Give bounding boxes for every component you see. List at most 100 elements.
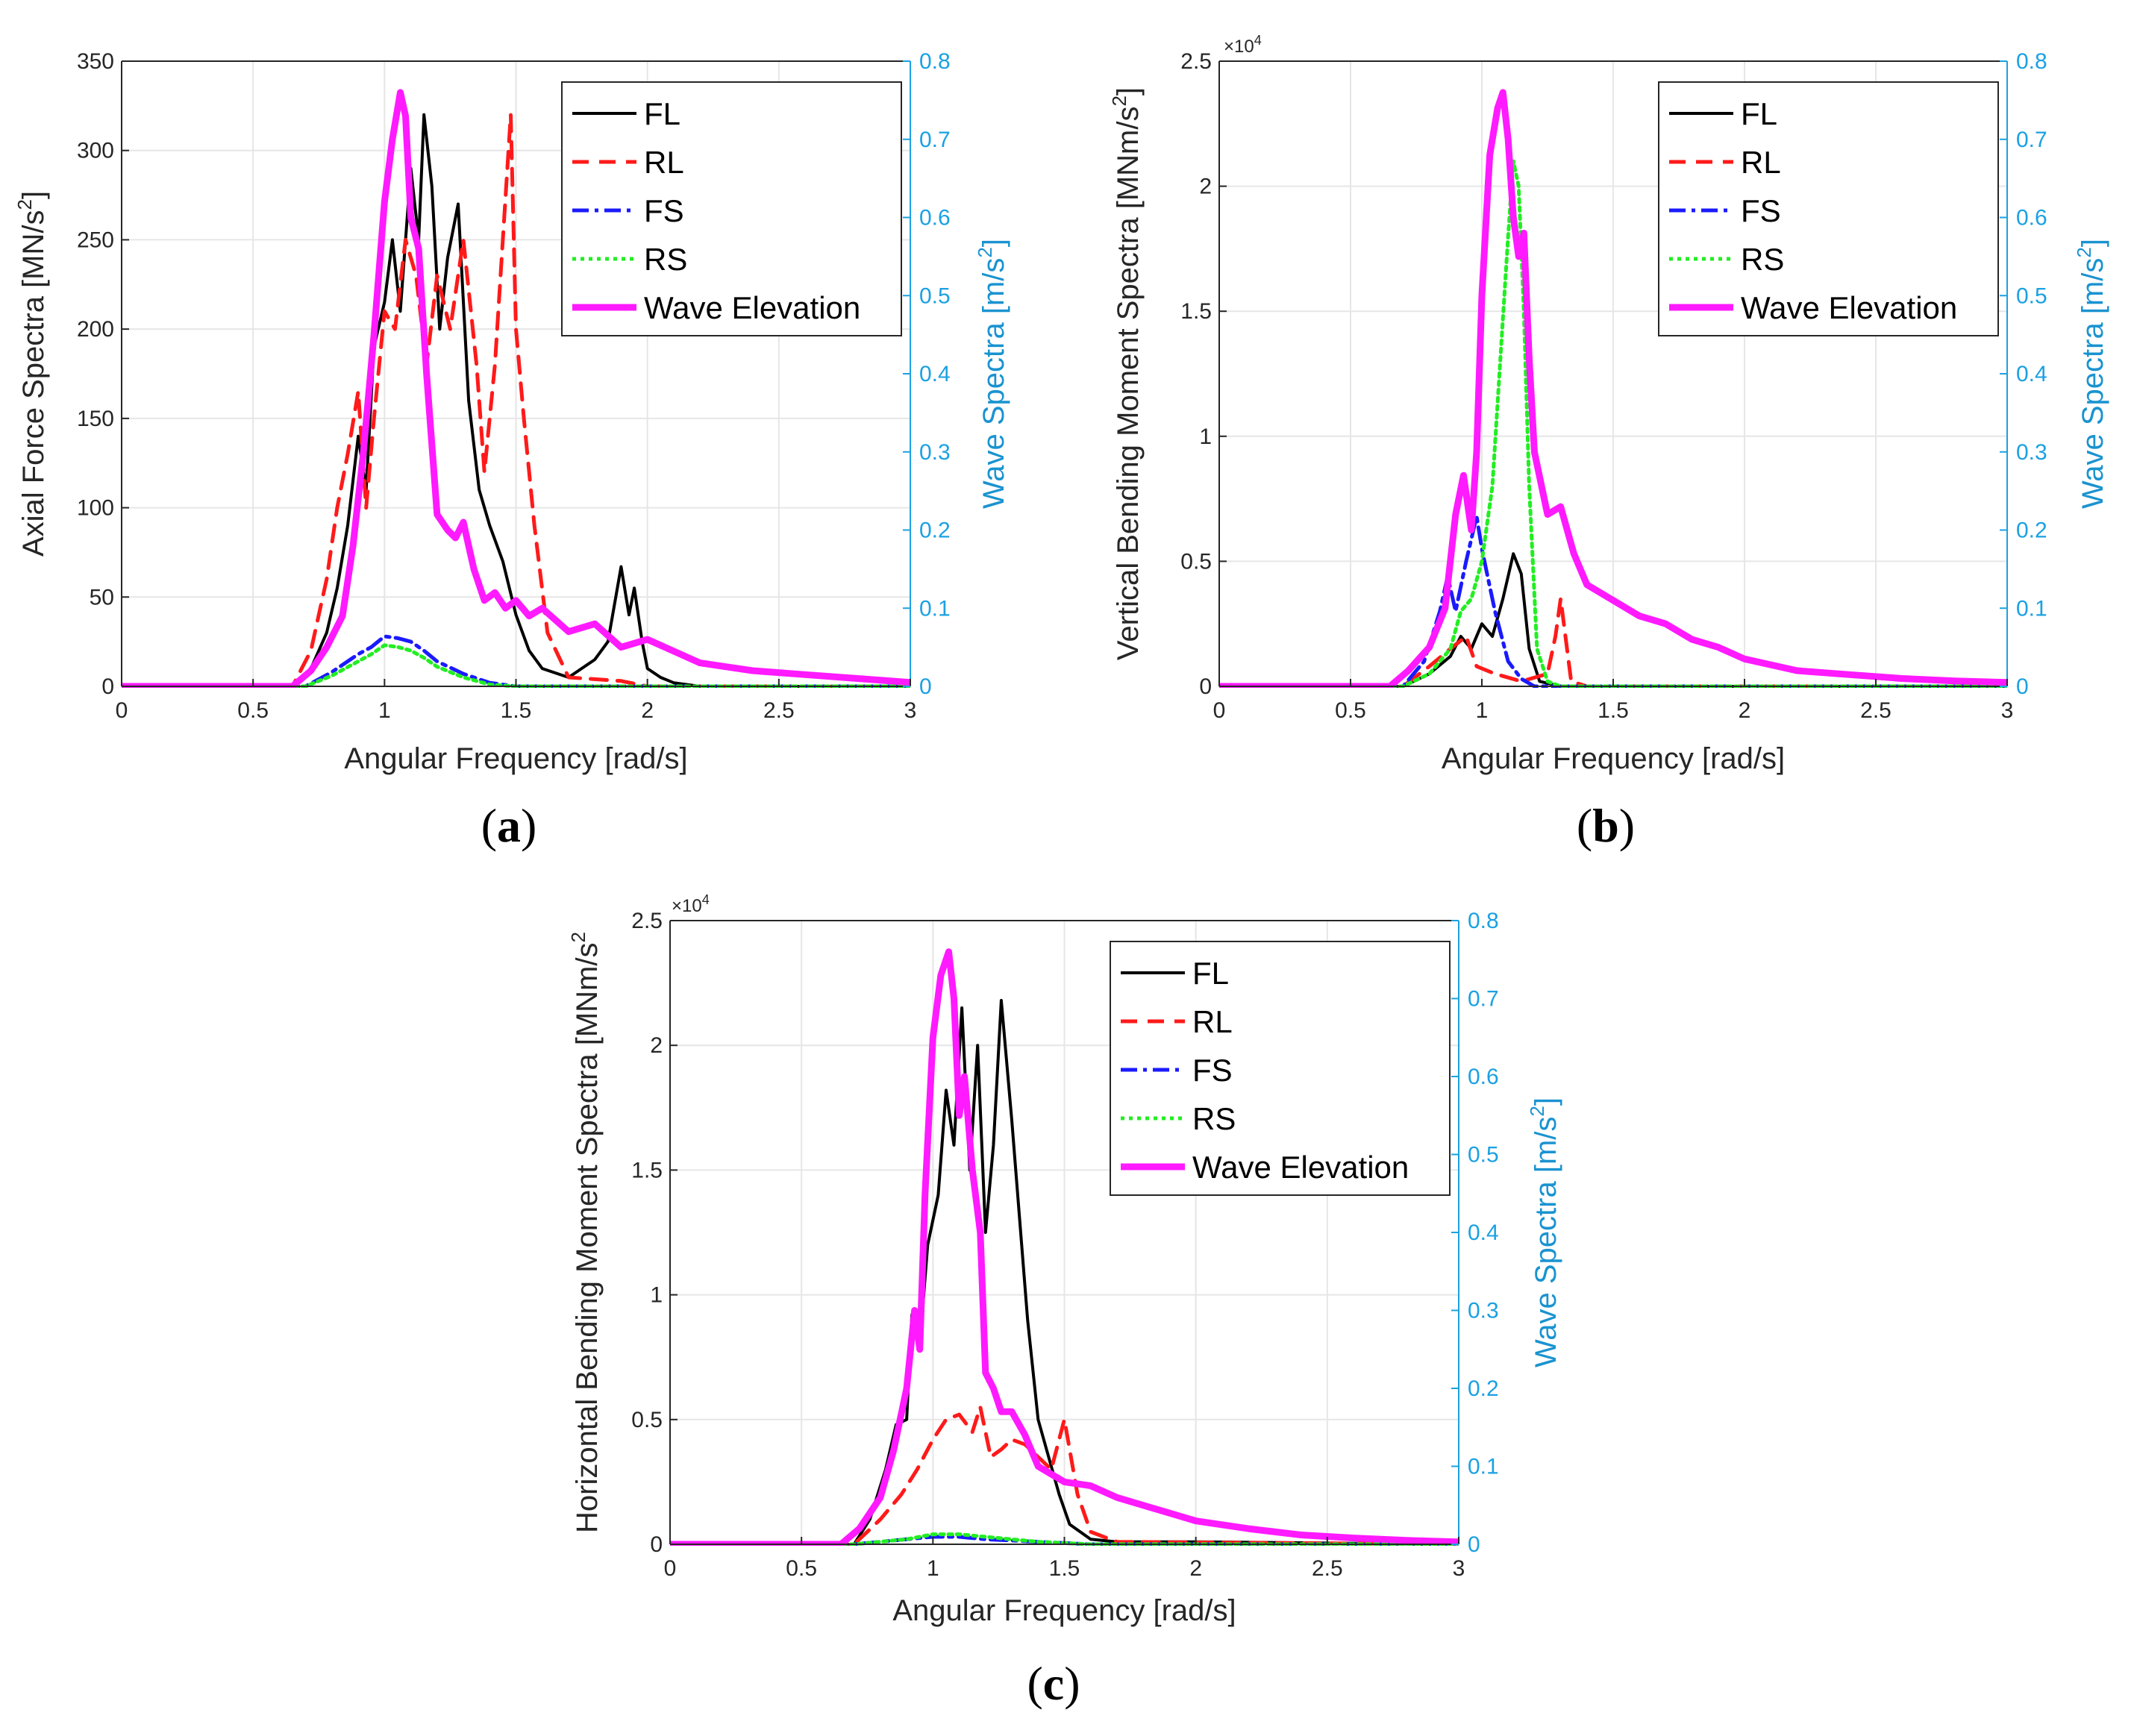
x-axis-label: Angular Frequency [rad/s] [344,742,687,775]
series-group [122,89,910,688]
x-tick-label: 2 [641,698,654,723]
x-tick-label: 3 [1453,1556,1465,1581]
legend-entry-wave-elevation: Wave Elevation [1741,290,1957,325]
y2-tick-label: 0.6 [1468,1065,1499,1089]
legend-entry-rs: RS [1741,242,1784,277]
x-tick-label: 3 [904,698,917,723]
x-tick-label: 1 [378,698,391,723]
y2-tick-label: 0.8 [1468,909,1499,933]
x-tick-label: 1 [1476,698,1489,723]
x-tick-label: 2.5 [1312,1556,1343,1581]
x-tick-label: 1.5 [501,698,532,723]
y2-tick-label: 0.7 [919,128,951,152]
x-axis-label: Angular Frequency [rad/s] [892,1594,1236,1627]
y2-axis-label: Wave Spectra [m/s2] [2073,239,2109,509]
series-line-fs [122,634,910,688]
legend-entry-wave-elevation: Wave Elevation [1192,1150,1409,1185]
panel-label-b: (b) [1577,799,1635,852]
x-tick-label: 0.5 [1335,698,1366,723]
y2-tick-label: 0.8 [919,49,951,74]
series-line-wave-elevation [670,948,1459,1546]
panel-label-a: (a) [481,799,537,852]
x-tick-label: 2.5 [1860,698,1892,723]
series-line-fl [122,113,910,688]
y2-tick-label: 0.3 [919,440,951,465]
x-tick-label: 2.5 [763,698,795,723]
y-tick-label: 2.5 [1180,49,1212,74]
legend-entry-fs: FS [644,193,684,228]
y-tick-label: 0 [1199,674,1212,699]
series-group [1219,89,2007,688]
y-axis-label: Horizontal Bending Moment Spectra [MNm/s… [567,932,604,1533]
y-tick-label: 0 [650,1532,663,1557]
y2-tick-label: 0.4 [2016,362,2047,386]
y2-axis-label: Wave Spectra [m/s2] [1526,1097,1562,1367]
y-tick-label: 1.5 [1180,299,1212,324]
x-tick-label: 1.5 [1598,698,1629,723]
x-tick-label: 3 [2001,698,2014,723]
y-axis-label: Vertical Bending Moment Spectra [MNm/s2] [1108,87,1145,660]
legend-entry-rl: RL [644,145,684,180]
legend: FL RL FS RS Wave Elevation [1658,81,1999,336]
chart-panel-a: 0 0.5 1 1.5 2 2.5 305010015020025030035000.10.… [13,49,1010,775]
y-tick-label: 350 [77,49,114,74]
y-tick-label: 2 [650,1033,663,1058]
y2-tick-label: 0.7 [1468,987,1499,1012]
y2-tick-label: 0.7 [2016,128,2047,152]
x-tick-label: 0 [1213,698,1226,723]
y2-tick-label: 0.8 [2016,49,2047,74]
x-tick-label: 0 [116,698,128,723]
y-tick-label: 2.5 [631,909,663,933]
legend-entry-rl: RL [1192,1004,1233,1039]
y2-tick-label: 0 [919,674,932,699]
y2-tick-label: 0 [2016,674,2029,699]
x-tick-label: 2 [1739,698,1751,723]
x-axis-label: Angular Frequency [rad/s] [1442,742,1785,775]
y-tick-label: 250 [77,228,114,252]
y-tick-label: 0.5 [631,1408,663,1432]
legend-entry-rs: RS [644,242,687,277]
y-multiplier: ×104 [672,892,710,916]
legend: FL RL FS RS Wave Elevation [1110,941,1451,1196]
series-line-rl [122,113,910,688]
legend-entry-fs: FS [1741,193,1781,228]
y-tick-label: 1 [650,1283,663,1308]
y-tick-label: 1 [1199,424,1212,449]
series-line-rs [1219,159,2007,688]
y-tick-label: 300 [77,139,114,163]
x-tick-label: 0.5 [237,698,269,723]
y2-tick-label: 0.6 [919,206,951,231]
x-tick-label: 1.5 [1049,1556,1080,1581]
y-tick-label: 50 [90,585,114,610]
series-line-wave-elevation [1219,89,2007,688]
y-tick-label: 0 [101,674,114,699]
y2-tick-label: 0.2 [919,518,951,543]
y2-tick-label: 0.4 [919,362,951,386]
panel-label-c: (c) [1027,1657,1080,1710]
series-line-rl [1219,597,2007,688]
y2-tick-label: 0.3 [2016,440,2047,465]
y2-tick-label: 0.1 [919,596,951,621]
series-line-rl [670,1405,1459,1546]
y-tick-label: 150 [77,407,114,431]
legend-entry-fs: FS [1192,1053,1233,1088]
y2-tick-label: 0.5 [1468,1143,1499,1168]
y2-axis-label: Wave Spectra [m/s2] [974,239,1010,509]
x-tick-label: 2 [1189,1556,1202,1581]
series-line-rs [122,643,910,688]
y2-tick-label: 0.3 [1468,1299,1499,1323]
y-tick-label: 200 [77,317,114,342]
y-tick-label: 100 [77,496,114,521]
y2-tick-label: 0.1 [1468,1455,1499,1479]
y-multiplier: ×104 [1224,33,1262,57]
x-tick-label: 0.5 [786,1556,817,1581]
legend-entry-fl: FL [644,96,680,131]
y2-tick-label: 0.2 [1468,1376,1499,1401]
legend-entry-rl: RL [1741,145,1781,180]
y2-tick-label: 0.4 [1468,1220,1499,1245]
y2-tick-label: 0.1 [2016,596,2047,621]
y2-tick-label: 0.6 [2016,206,2047,231]
series-line-wave-elevation [122,89,910,688]
x-tick-label: 0 [664,1556,677,1581]
